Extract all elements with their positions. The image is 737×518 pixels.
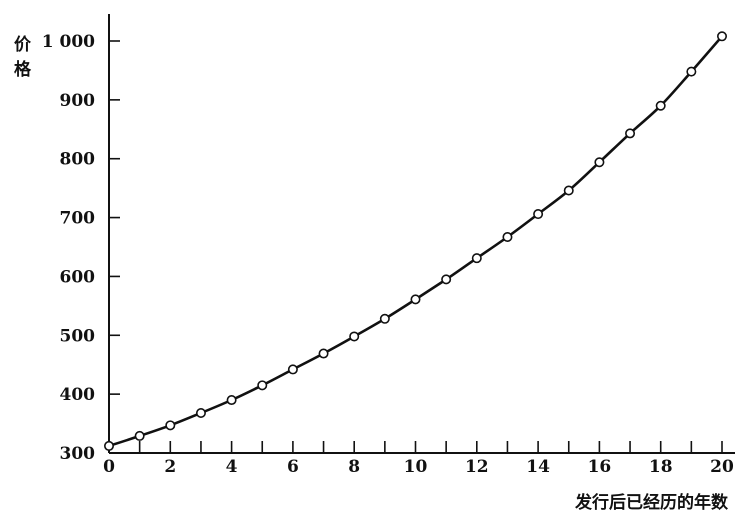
x-tick-label: 0 [103,457,115,477]
data-point [379,313,390,324]
x-axis-title: 发行后已经历的年数 [574,492,729,513]
data-point [195,407,206,418]
data-point [625,128,636,139]
data-point [563,185,574,196]
data-point [471,253,482,264]
y-tick-label: 900 [60,91,96,111]
x-tick-label: 6 [287,457,299,477]
y-axis-ticks: 300 400 500 600 700 800 900 1 000 [42,32,120,464]
y-tick-label: 800 [60,150,96,170]
data-point [257,380,268,391]
y-tick-label: 600 [60,267,96,287]
y-tick-label: 300 [60,444,96,464]
data-point [134,430,145,441]
y-tick-label: 500 [60,326,96,346]
x-tick-label: 2 [164,457,176,477]
y-tick-label: 400 [60,385,96,405]
x-tick-label: 18 [649,457,673,477]
y-axis-title-char-1: 价 [14,35,32,55]
data-point [226,395,237,406]
y-axis-title-char-2: 格 [14,59,32,80]
x-axis-ticks: 0 2 4 6 8 10 12 14 16 18 20 [103,441,734,477]
x-tick-label: 12 [465,457,489,477]
x-tick-label: 20 [710,457,734,477]
data-point [349,331,360,342]
data-point [287,364,298,375]
data-point [410,294,421,305]
data-point [502,231,513,242]
x-tick-label: 8 [348,457,360,477]
data-point [533,209,544,220]
y-tick-label: 700 [60,209,96,229]
series-layer [104,31,727,451]
data-point [594,157,605,168]
data-point [655,100,666,111]
x-tick-label: 10 [404,457,428,477]
x-tick-label: 16 [588,457,612,477]
data-point [318,348,329,359]
data-point [716,31,727,42]
series-line [108,35,723,448]
data-point [165,420,176,431]
y-tick-label: 1 000 [42,32,95,52]
data-point [686,66,697,77]
x-tick-label: 14 [526,457,550,477]
data-point [104,440,115,451]
x-tick-label: 4 [226,457,238,477]
axes [108,14,735,454]
data-point [441,274,452,285]
